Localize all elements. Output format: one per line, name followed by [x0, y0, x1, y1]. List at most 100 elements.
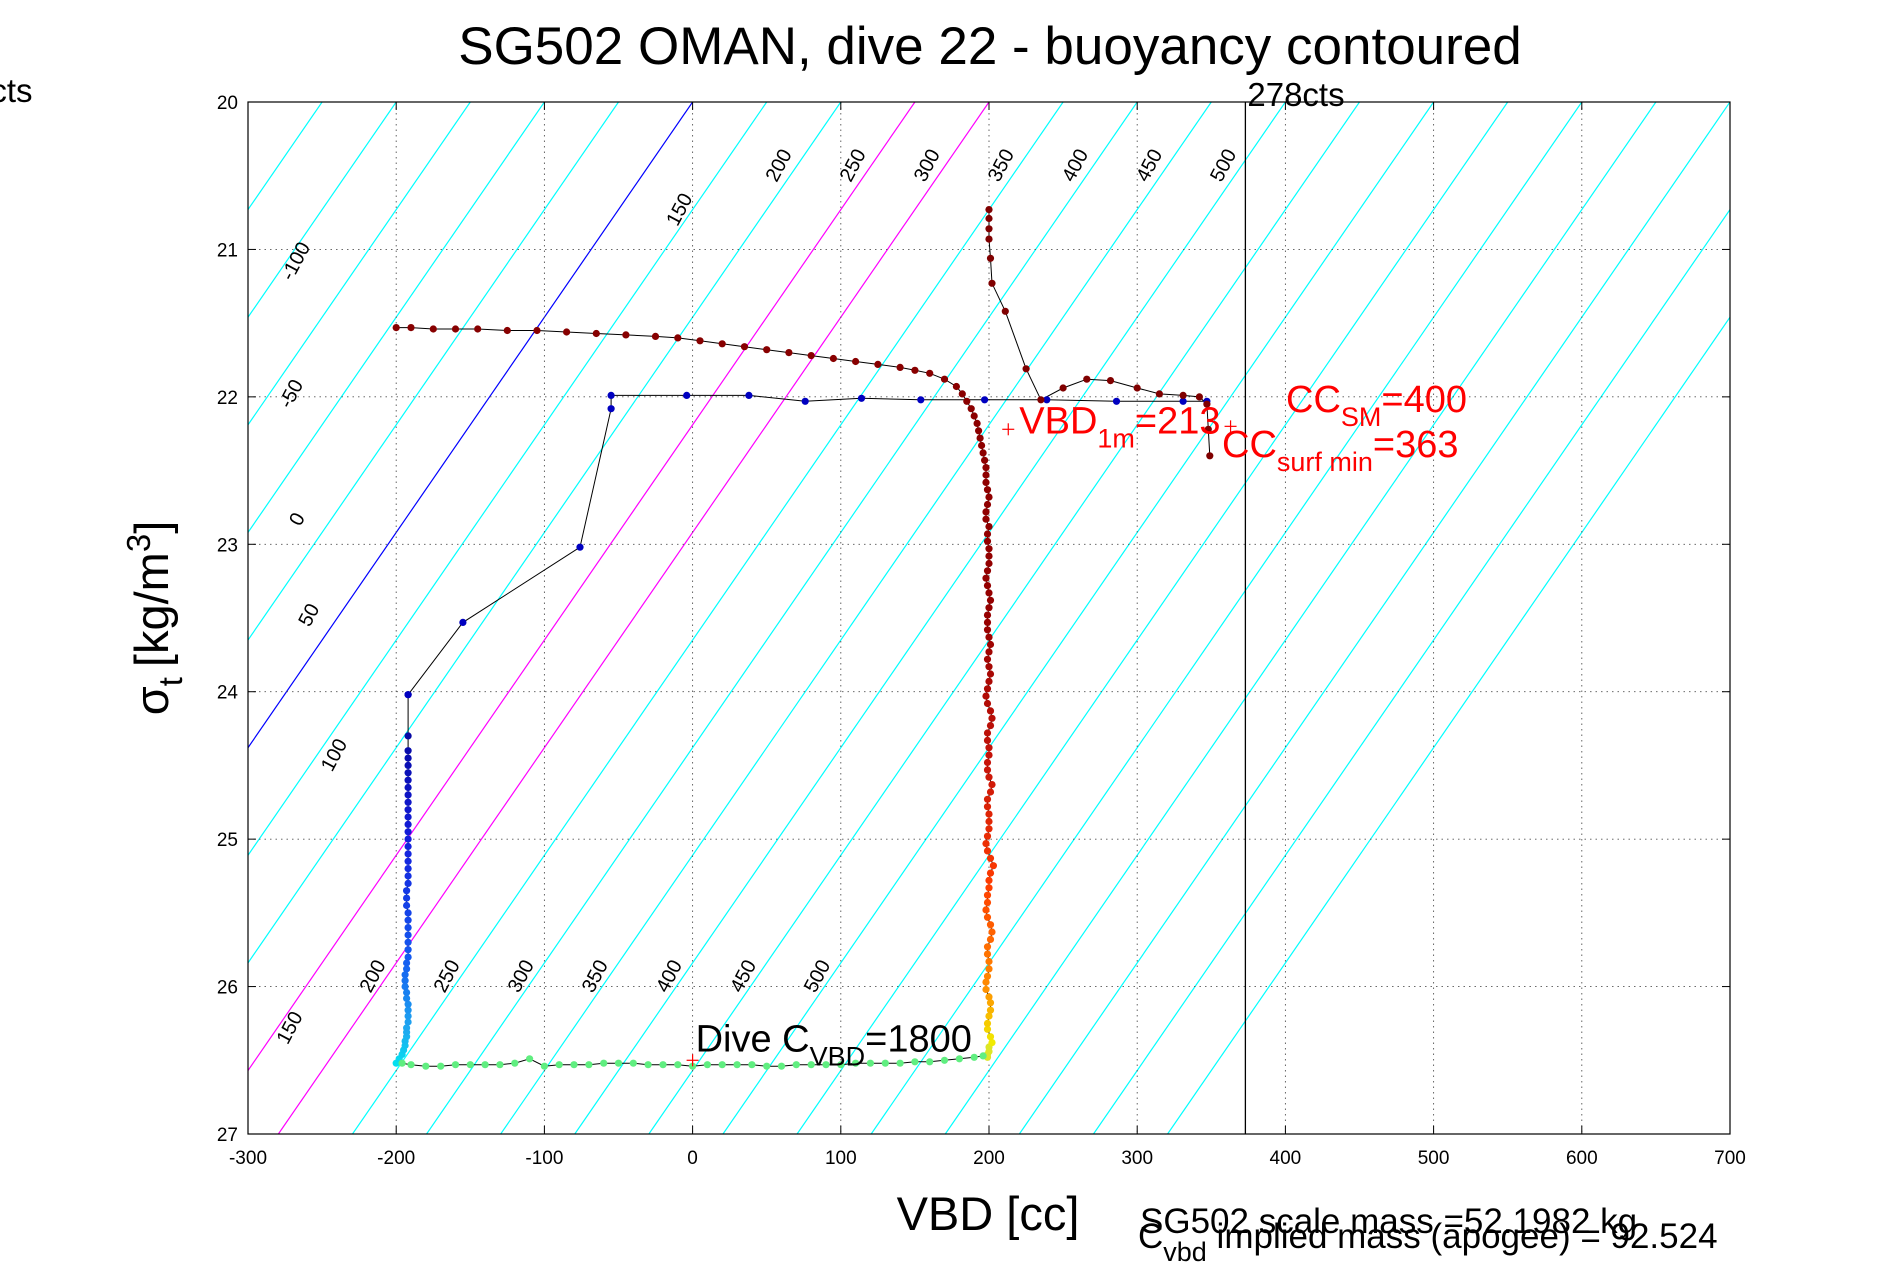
data-point: [592, 329, 600, 338]
data-point: [986, 1006, 995, 1014]
data-point: [607, 391, 615, 399]
data-point: [985, 214, 993, 223]
contour-line: [1092, 208, 1730, 1134]
data-point: [986, 1033, 995, 1041]
data-point: [986, 854, 995, 862]
data-point: [981, 456, 989, 464]
data-point: [975, 427, 983, 435]
contour-line: [500, 102, 1212, 1134]
data-point: [985, 589, 993, 597]
contour-line: [248, 102, 842, 964]
data-point: [985, 559, 993, 568]
data-point: [982, 840, 990, 848]
data-point: [985, 604, 993, 612]
data-point: [981, 396, 989, 404]
data-point: [822, 1061, 830, 1069]
data-point: [983, 567, 992, 575]
data-point: [674, 1061, 682, 1069]
data-point: [983, 626, 992, 634]
data-point: [403, 894, 411, 902]
scale-mass-label: SG502 scale mass =52.1982 kg: [1140, 1202, 1637, 1241]
data-point: [404, 1018, 412, 1026]
contour-line: [351, 102, 1064, 1134]
contour-label: 200: [762, 146, 797, 186]
left-fragment-label: 0cts: [0, 72, 33, 109]
data-point: [659, 1061, 667, 1069]
cc-sm-main: CC: [1286, 379, 1341, 421]
data-point: [451, 325, 460, 333]
x-axis-ticks: -300 -200 -100 0 100 200 300 400 500 600 700: [229, 102, 1746, 1169]
data-point: [404, 798, 412, 806]
data-point: [911, 1058, 919, 1066]
data-point: [986, 722, 995, 730]
contour-label: 500: [800, 956, 835, 996]
data-point: [926, 1058, 934, 1066]
data-point: [982, 508, 990, 516]
data-point: [983, 1025, 992, 1033]
cc-sm-value: =400: [1381, 379, 1467, 421]
data-point: [437, 1062, 445, 1070]
data-point: [585, 1061, 593, 1069]
data-point: [570, 1061, 578, 1069]
implied-mass-label: Cvbd implied mass (apogee) = 92.524: [1138, 1217, 1718, 1262]
data-point: [1206, 452, 1214, 460]
vbd-1m-annotation: VBD1m=213: [1019, 400, 1220, 453]
data-point: [733, 1061, 741, 1069]
data-point: [785, 349, 793, 357]
implied-rest: implied mass (apogee) = 92.524: [1207, 1217, 1718, 1256]
data-point: [777, 1062, 786, 1070]
grid-lines: [248, 102, 1730, 1134]
data-point: [404, 946, 412, 954]
contour-label: 300: [910, 146, 945, 186]
data-point: [674, 334, 682, 342]
data-point: [576, 543, 584, 551]
data-point: [644, 1061, 652, 1069]
data-point: [404, 1006, 412, 1014]
data-point: [740, 343, 749, 351]
data-point: [985, 206, 993, 214]
data-point: [983, 803, 992, 811]
data-point: [407, 1061, 415, 1069]
contour-label: 150: [273, 1008, 308, 1048]
y-tick-label: 20: [217, 93, 238, 114]
implied-sub: vbd: [1163, 1237, 1207, 1262]
data-point: [404, 916, 412, 924]
data-point: [983, 699, 992, 708]
data-point: [983, 795, 992, 803]
data-point: [404, 776, 412, 784]
contour-line: [248, 102, 768, 857]
contour-label: 100: [317, 735, 352, 775]
data-point: [404, 1012, 412, 1020]
data-point: [986, 935, 995, 944]
data-point: [540, 1062, 549, 1070]
data-point: [403, 901, 411, 910]
data-point: [952, 382, 961, 391]
data-point: [422, 1062, 430, 1070]
data-point: [983, 729, 992, 737]
trajectory-line: [396, 327, 994, 1058]
data-point: [982, 478, 990, 486]
data-point: [978, 441, 986, 450]
y-tick-label: 23: [217, 535, 238, 556]
data-point: [983, 972, 992, 980]
y-tick-label: 21: [217, 240, 238, 261]
data-point: [404, 732, 412, 740]
data-point: [857, 394, 866, 402]
data-point: [404, 691, 412, 699]
data-point: [874, 360, 882, 368]
x-tick-label: -300: [229, 1148, 267, 1169]
y-label-unit: [kg/m: [125, 552, 178, 667]
data-point: [983, 500, 992, 509]
data-point: [976, 434, 984, 442]
x-tick-label: 600: [1566, 1148, 1598, 1169]
data-point: [404, 931, 412, 939]
contour-label: -50: [275, 376, 308, 412]
data-point: [983, 685, 992, 693]
contour-label: 500: [1206, 146, 1241, 186]
data-point: [985, 884, 993, 892]
data-point: [985, 648, 993, 656]
data-point: [852, 1059, 860, 1067]
data-point: [1059, 384, 1067, 392]
contour-line: [796, 102, 1509, 1134]
